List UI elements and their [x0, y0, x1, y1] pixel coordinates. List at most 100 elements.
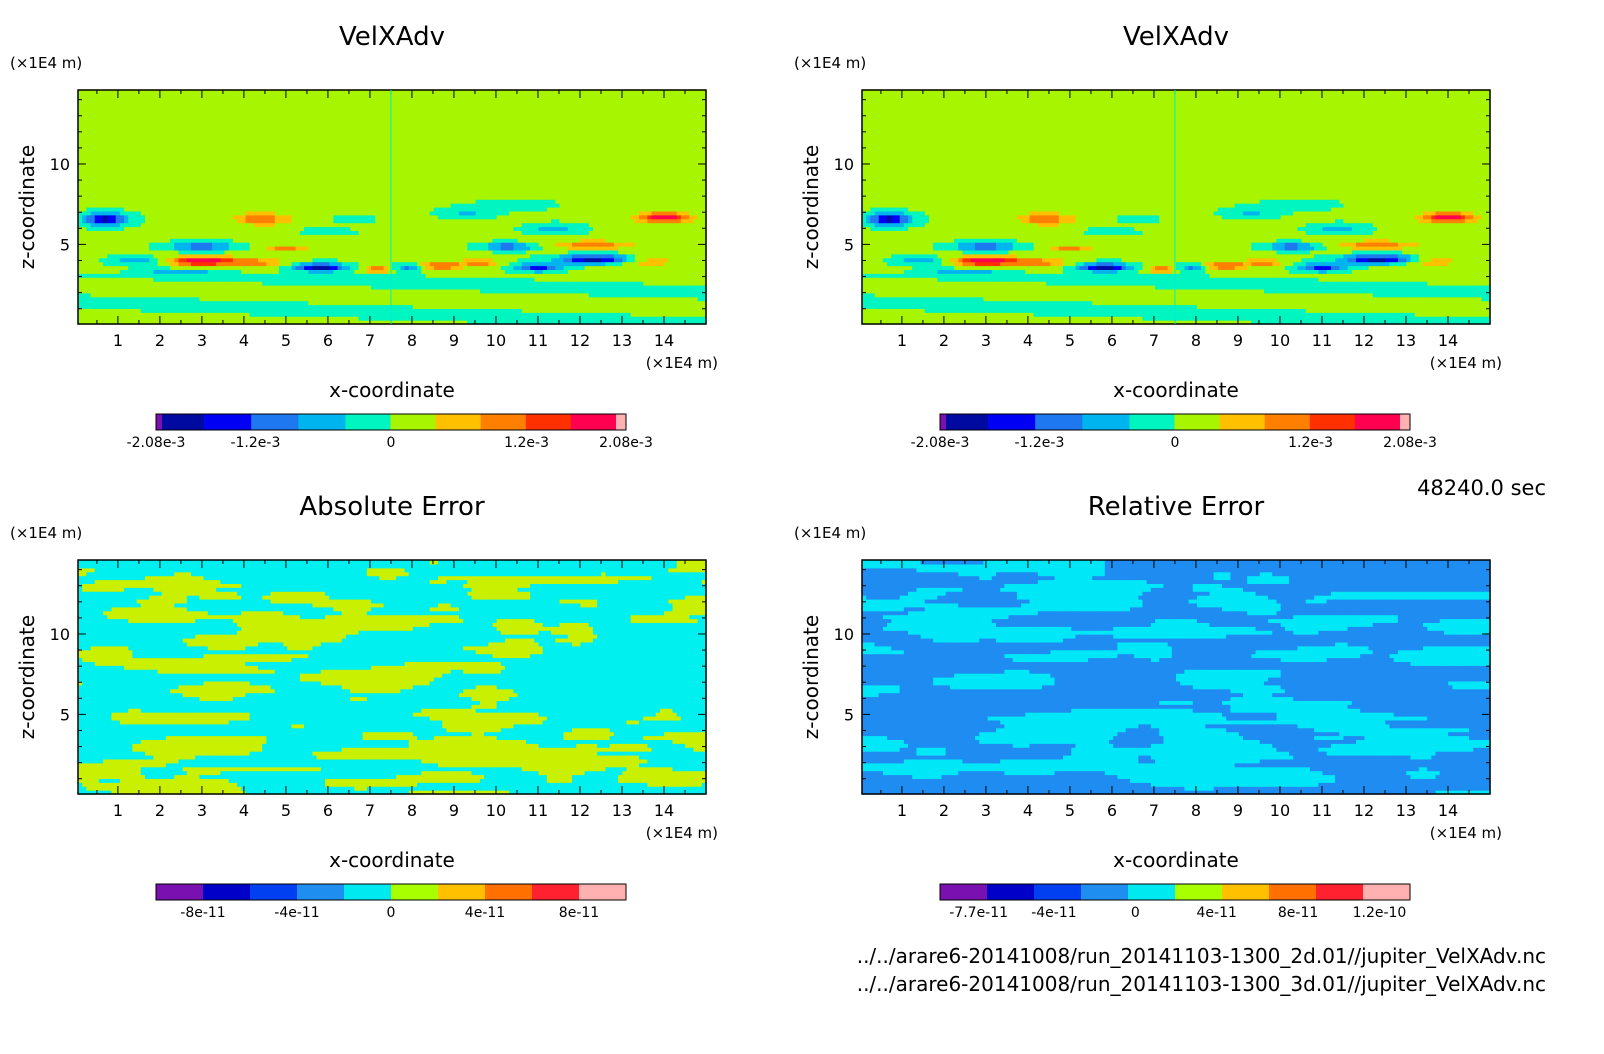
heatmap-cell [174, 222, 180, 228]
heatmap-cell [270, 129, 276, 134]
heatmap-cell [182, 273, 188, 278]
heatmap-cell [262, 164, 267, 169]
heatmap-cell [140, 101, 146, 107]
heatmap-cell [94, 152, 100, 157]
heatmap-cell [337, 285, 343, 290]
heatmap-cell [94, 187, 100, 192]
heatmap-cell [211, 261, 217, 267]
heatmap-cell [241, 308, 247, 313]
heatmap-cell [308, 312, 314, 317]
heatmap-cell [186, 125, 192, 130]
heatmap-cell [220, 152, 226, 157]
heatmap-cell [337, 222, 343, 228]
heatmap-cell [107, 281, 113, 286]
heatmap-cell [308, 132, 314, 138]
heatmap-cell [153, 308, 159, 313]
heatmap-cell [325, 97, 330, 103]
heatmap-cell [383, 164, 389, 169]
heatmap-cell [228, 230, 234, 235]
heatmap-cell [128, 195, 134, 200]
heatmap-cell [241, 222, 247, 228]
heatmap-cell [207, 257, 213, 263]
heatmap-cell [115, 265, 121, 270]
heatmap-cell [337, 129, 343, 134]
heatmap-cell [387, 316, 393, 321]
heatmap-cell [220, 144, 226, 150]
heatmap-cell [128, 156, 134, 161]
heatmap-cell [316, 164, 322, 169]
heatmap-cell [287, 253, 293, 259]
heatmap-cell [308, 296, 314, 302]
heatmap-cell [345, 164, 351, 169]
heatmap-cell [266, 125, 272, 130]
heatmap-cell [358, 132, 364, 138]
heatmap-cell [408, 132, 414, 138]
heatmap-cell [387, 253, 393, 259]
heatmap-cell [195, 281, 201, 286]
heatmap-cell [178, 273, 184, 278]
heatmap-cell [408, 234, 414, 239]
heatmap-cell [228, 148, 234, 153]
heatmap-cell [270, 253, 276, 259]
heatmap-cell [283, 226, 288, 231]
heatmap-cell [299, 160, 305, 165]
heatmap-cell [111, 93, 117, 99]
heatmap-cell [392, 226, 397, 231]
heatmap-cell [203, 207, 209, 212]
heatmap-cell [140, 210, 146, 216]
heatmap-cell [371, 320, 376, 325]
heatmap-cell [195, 218, 201, 224]
heatmap-cell [174, 304, 180, 309]
heatmap-cell [366, 253, 372, 259]
heatmap-cell [400, 269, 406, 274]
heatmap-cell [149, 222, 154, 228]
heatmap-cell [119, 101, 125, 107]
heatmap-cell [124, 214, 129, 220]
heatmap-cell [408, 316, 414, 321]
heatmap-cell [345, 242, 351, 247]
heatmap-cell [186, 234, 192, 239]
heatmap-cell [278, 164, 284, 169]
heatmap-cell [90, 292, 96, 298]
heatmap-cell [371, 273, 376, 278]
heatmap-cell [136, 281, 142, 286]
heatmap-cell [170, 238, 175, 243]
heatmap-cell [195, 257, 201, 263]
heatmap-cell [94, 136, 100, 142]
heatmap-cell [266, 214, 272, 220]
heatmap-cell [337, 140, 343, 146]
heatmap-cell [362, 273, 368, 278]
heatmap-cell [107, 97, 113, 103]
heatmap-cell [195, 253, 201, 259]
heatmap-cell [224, 97, 230, 103]
heatmap-cell [295, 292, 301, 298]
heatmap-cell [412, 273, 418, 278]
heatmap-cell [211, 242, 217, 247]
heatmap-cell [329, 308, 334, 313]
heatmap-cell [107, 230, 113, 235]
heatmap-cell [312, 316, 318, 321]
heatmap-cell [325, 101, 330, 107]
heatmap-cell [107, 304, 113, 309]
heatmap-cell [383, 226, 389, 231]
heatmap-cell [404, 207, 410, 212]
heatmap-cell [203, 281, 209, 286]
heatmap-cell [216, 234, 221, 239]
heatmap-cell [107, 125, 113, 130]
heatmap-cell [417, 296, 422, 302]
heatmap-cell [103, 273, 108, 278]
heatmap-cell [371, 97, 376, 103]
heatmap-cell [111, 97, 117, 103]
heatmap-cell [98, 132, 104, 138]
heatmap-cell [82, 125, 87, 130]
heatmap-cell [191, 117, 196, 122]
heatmap-cell [237, 160, 242, 165]
heatmap-cell [304, 171, 309, 177]
heatmap-cell [136, 210, 142, 216]
heatmap-cell [228, 109, 234, 114]
heatmap-cell [404, 136, 410, 142]
heatmap-cell [304, 288, 309, 294]
heatmap-cell [111, 316, 117, 321]
heatmap-cell [86, 171, 92, 177]
heatmap-cell [119, 168, 125, 173]
